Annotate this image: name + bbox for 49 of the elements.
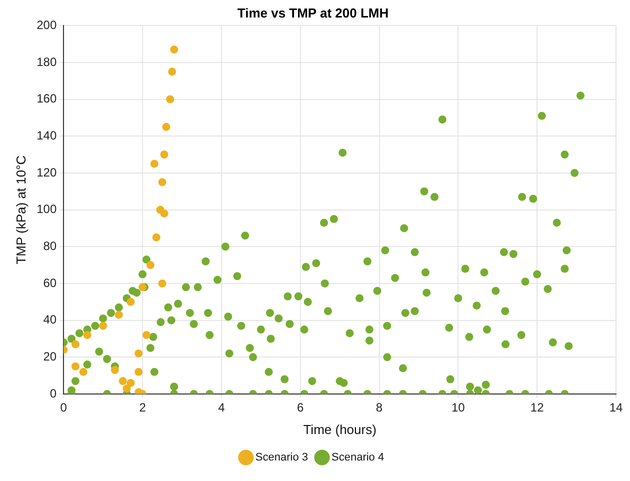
x-tick-label: 6: [297, 400, 304, 415]
point: [99, 322, 108, 330]
point: [126, 378, 135, 387]
point: [114, 310, 123, 319]
x-tick-label: 2: [139, 400, 146, 415]
point: [83, 331, 92, 340]
point: [71, 340, 80, 348]
y-tick-label: 80: [43, 238, 57, 253]
point: [158, 279, 166, 288]
point: [160, 209, 168, 218]
y-tick-label: 100: [36, 202, 57, 216]
point: [71, 362, 80, 370]
x-tick-label: 14: [609, 400, 623, 415]
chart-title: Time vs TMP at 200 LMH: [237, 5, 389, 20]
y-tick-label: 140: [36, 128, 57, 142]
point: [122, 384, 131, 392]
y-tick-label: 20: [43, 349, 57, 364]
point: [158, 178, 166, 186]
legend-label: Scenario 4: [332, 452, 384, 464]
x-tick-label: 4: [218, 400, 226, 415]
x-tick-label: 12: [530, 400, 544, 415]
point: [146, 261, 154, 270]
point: [118, 377, 127, 386]
y-tick-label: 40: [43, 312, 57, 327]
x-axis-title: Time (hours): [303, 422, 376, 437]
y-tick-label: 180: [36, 54, 57, 69]
point: [150, 160, 158, 168]
point: [166, 95, 174, 104]
y-tick-label: 0: [50, 386, 57, 400]
y-tick-label: 200: [36, 18, 57, 32]
point: [152, 233, 160, 242]
point: [79, 368, 88, 376]
y-tick-label: 120: [36, 165, 57, 180]
y-tick-label: 160: [36, 92, 57, 106]
point: [142, 331, 150, 340]
point: [160, 150, 168, 159]
point: [134, 349, 143, 358]
point: [110, 366, 119, 374]
point: [162, 122, 170, 131]
point: [134, 368, 143, 376]
x-tick-label: 8: [376, 400, 383, 415]
x-tick-label: 0: [60, 400, 68, 415]
x-tick-label: 10: [452, 400, 466, 415]
y-axis-title: TMP (kPa) at 10°C: [13, 155, 28, 264]
point: [126, 298, 135, 306]
y-tick-label: 60: [43, 276, 57, 290]
point: [168, 68, 176, 76]
point: [170, 46, 178, 54]
legend-label: Scenario 3: [255, 452, 308, 464]
